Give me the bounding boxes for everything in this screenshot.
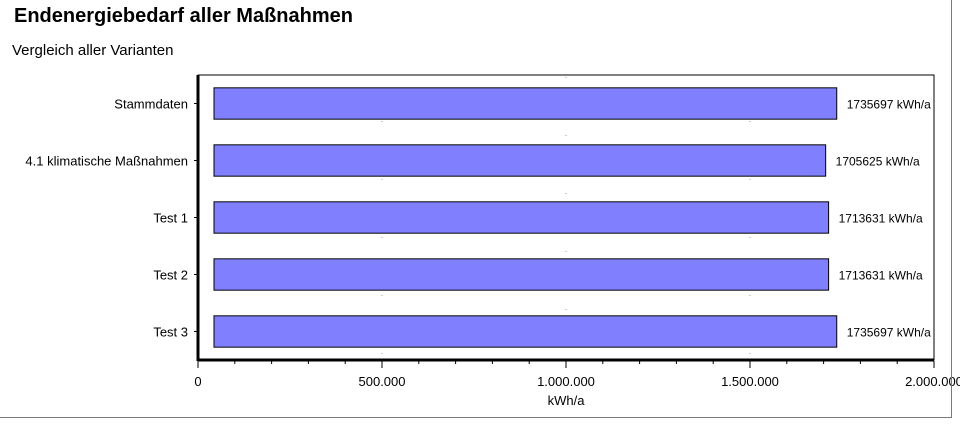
chart-title: Endenergiebedarf aller Maßnahmen [14, 5, 353, 27]
window-right-border [951, 0, 952, 418]
x-tick-label: 1.000.000 [537, 374, 595, 389]
x-axis-title: kWh/a [548, 393, 586, 408]
data-label: 1735697 kWh/a [847, 98, 931, 112]
x-tick-label: 0 [194, 374, 201, 389]
chart-subtitle: Vergleich aller Varianten [12, 42, 174, 59]
data-label: 1713631 kWh/a [839, 212, 923, 226]
category-label: Test 2 [153, 268, 188, 283]
bar [213, 201, 830, 234]
data-label: 1735697 kWh/a [847, 326, 931, 340]
x-tick-label: 1.500.000 [721, 374, 779, 389]
x-tick-label: 500.000 [359, 374, 406, 389]
category-label: Test 1 [153, 211, 188, 226]
bar [213, 144, 827, 177]
category-label: Test 3 [153, 325, 188, 340]
category-label: 4.1 klimatische Maßnahmen [25, 154, 188, 169]
bar [213, 315, 838, 348]
x-tick-label: 2.000.000 [905, 374, 960, 389]
bar [213, 258, 830, 291]
bar [213, 87, 838, 120]
data-label: 1705625 kWh/a [836, 155, 920, 169]
category-label: Stammdaten [114, 97, 188, 112]
data-label: 1713631 kWh/a [839, 269, 923, 283]
window-bottom-border [0, 417, 952, 418]
